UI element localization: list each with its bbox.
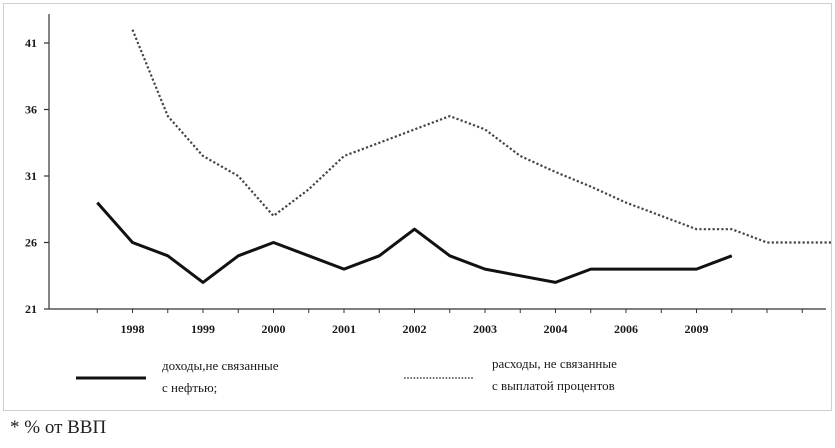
y-tick-label: 26 (25, 236, 37, 250)
legend-label-expenses-line2: с выплатой процентов (492, 378, 615, 393)
legend-label-income-line2: с нефтью; (162, 380, 217, 395)
chart-frame: 41 36 31 26 21 1998 1999 2000 2001 2002 2003 2004 20… (3, 3, 832, 411)
footnote: * % от ВВП (10, 417, 106, 439)
x-tick-label: 2009 (685, 322, 709, 336)
line-chart: 41 36 31 26 21 1998 1999 2000 2001 2002 2003 2004 20… (4, 4, 831, 410)
x-tick-label: 2003 (473, 322, 497, 336)
x-tick-label: 2002 (403, 322, 427, 336)
x-tick-label: 2004 (544, 322, 568, 336)
y-tick-label: 21 (25, 302, 37, 316)
series-line-1 (97, 203, 732, 283)
series-line-2 (133, 30, 832, 243)
legend-label-income-line1: доходы,не связанные (162, 358, 279, 373)
x-tick-label: 1999 (191, 322, 215, 336)
y-tick-label: 36 (25, 103, 37, 117)
y-tick-label: 31 (25, 169, 37, 183)
y-tick-label: 41 (25, 36, 37, 50)
x-tick-label: 2001 (332, 322, 356, 336)
x-tick-label: 2000 (262, 322, 286, 336)
x-tick-label: 2006 (614, 322, 638, 336)
x-tick-label: 1998 (121, 322, 145, 336)
legend-label-expenses-line1: расходы, не связанные (492, 356, 617, 371)
